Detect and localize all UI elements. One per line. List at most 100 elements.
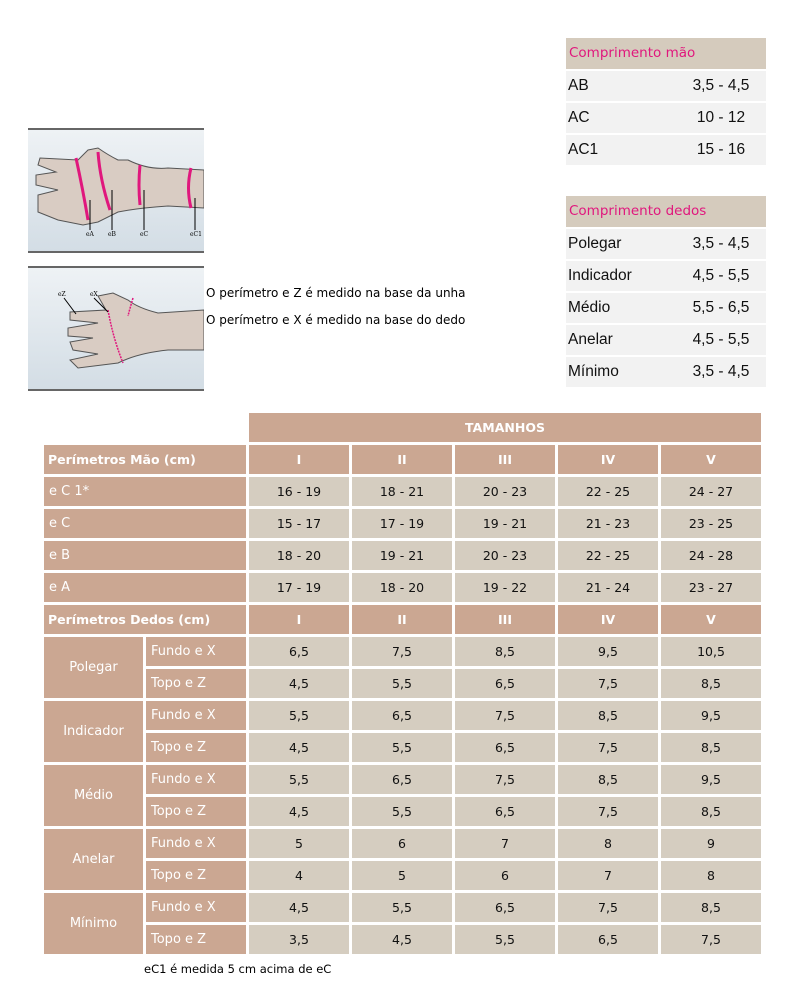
row-value: 3,5 - 4,5 <box>692 363 750 380</box>
cell: 8,5 <box>661 797 761 826</box>
cell: 6,5 <box>249 637 349 666</box>
cell: 22 - 25 <box>558 477 658 506</box>
finger-header: Perímetros Dedos (cm) <box>44 605 246 634</box>
cell: 20 - 23 <box>455 541 555 570</box>
row-label: Mínimo <box>568 363 619 380</box>
row-value: 4,5 - 5,5 <box>692 267 750 284</box>
cell: 8,5 <box>558 701 658 730</box>
finger-name: Médio <box>44 765 143 826</box>
finger-name: Polegar <box>44 637 143 698</box>
label-eX: eX <box>90 291 99 298</box>
cell: 7 <box>455 829 555 858</box>
table-row: e C 1* 16 - 19 18 - 21 20 - 23 22 - 25 24 - 2… <box>44 477 761 506</box>
label-eZ: eZ <box>58 291 66 298</box>
sizes-title: TAMANHOS <box>249 413 761 442</box>
cell: 19 - 21 <box>352 541 452 570</box>
topo-label: Topo e Z <box>146 669 246 698</box>
cell: 6,5 <box>455 797 555 826</box>
fundo-label: Fundo e X <box>146 829 246 858</box>
hand-length-row: AC 10 - 12 <box>566 103 766 133</box>
finger-name: Anelar <box>44 829 143 890</box>
cell: 20 - 23 <box>455 477 555 506</box>
hand-length-title: Comprimento mão <box>566 38 766 69</box>
cell: 7,5 <box>558 893 658 922</box>
cell: 23 - 27 <box>661 573 761 602</box>
cell: 5,5 <box>249 701 349 730</box>
row-value: 15 - 16 <box>696 141 746 158</box>
row-label: AB <box>568 77 589 94</box>
topo-label: Topo e Z <box>146 925 246 954</box>
cell: 10,5 <box>661 637 761 666</box>
cell: 9,5 <box>661 701 761 730</box>
finger-name: Mínimo <box>44 893 143 954</box>
cell: 15 - 17 <box>249 509 349 538</box>
size-header: II <box>352 605 452 634</box>
size-header: III <box>455 445 555 474</box>
hand-header: Perímetros Mão (cm) <box>44 445 246 474</box>
topo-label: Topo e Z <box>146 797 246 826</box>
cell: 24 - 28 <box>661 541 761 570</box>
topo-label: Topo e Z <box>146 733 246 762</box>
cell: 19 - 22 <box>455 573 555 602</box>
cell: 7,5 <box>455 765 555 794</box>
cell: 21 - 24 <box>558 573 658 602</box>
cell: 5,5 <box>249 765 349 794</box>
cell: 4,5 <box>249 893 349 922</box>
row-label: e B <box>44 541 246 570</box>
cell: 7,5 <box>455 701 555 730</box>
cell: 7,5 <box>661 925 761 954</box>
row-label: Médio <box>568 299 611 316</box>
row-label: Indicador <box>568 267 632 284</box>
cell: 23 - 25 <box>661 509 761 538</box>
cell: 4 <box>249 861 349 890</box>
size-header: V <box>661 445 761 474</box>
size-header: II <box>352 445 452 474</box>
cell: 6 <box>455 861 555 890</box>
hand-diagram-top: eA eB eC eC1 <box>28 128 205 253</box>
row-label: AC <box>568 109 590 126</box>
row-label: Anelar <box>568 331 613 348</box>
cell: 18 - 20 <box>249 541 349 570</box>
cell: 6,5 <box>352 701 452 730</box>
table-row: Indicador Fundo e X 5,5 6,5 7,5 8,5 9,5 <box>44 701 761 762</box>
cell: 4,5 <box>249 733 349 762</box>
cell: 8,5 <box>455 637 555 666</box>
cell: 6,5 <box>352 765 452 794</box>
row-label: e C 1* <box>44 477 246 506</box>
fundo-label: Fundo e X <box>146 765 246 794</box>
cell: 5,5 <box>455 925 555 954</box>
table-row: e C 15 - 17 17 - 19 19 - 21 21 - 23 23 - 25 <box>44 509 761 538</box>
size-header: IV <box>558 605 658 634</box>
cell: 16 - 19 <box>249 477 349 506</box>
row-label: e A <box>44 573 246 602</box>
row-label: Polegar <box>568 235 622 252</box>
cell: 9,5 <box>558 637 658 666</box>
finger-name: Indicador <box>44 701 143 762</box>
cell: 17 - 19 <box>249 573 349 602</box>
cell: 4,5 <box>249 797 349 826</box>
fundo-label: Fundo e X <box>146 701 246 730</box>
cell: 3,5 <box>249 925 349 954</box>
table-row: Topo e Z 4,5 5,5 6,5 7,5 8,5 <box>44 669 761 698</box>
note-ex: O perímetro e X é medido na base do dedo <box>206 313 466 327</box>
finger-length-row: Anelar 4,5 - 5,5 <box>566 325 766 355</box>
fundo-label: Fundo e X <box>146 637 246 666</box>
size-header: IV <box>558 445 658 474</box>
label-eC1: eC1 <box>190 231 202 238</box>
cell: 8 <box>661 861 761 890</box>
row-value: 4,5 - 5,5 <box>692 331 750 348</box>
fundo-label: Fundo e X <box>146 893 246 922</box>
table-row: Mínimo Fundo e X 4,5 5,5 6,5 7,5 8,5 <box>44 893 761 954</box>
size-header: III <box>455 605 555 634</box>
cell: 7,5 <box>558 733 658 762</box>
cell: 5,5 <box>352 797 452 826</box>
label-eA: eA <box>86 231 95 238</box>
row-value: 3,5 - 4,5 <box>692 77 750 94</box>
table-row: Topo e Z 4,5 5,5 6,5 7,5 8,5 <box>44 797 761 826</box>
finger-length-row: Mínimo 3,5 - 4,5 <box>566 357 766 387</box>
cell: 5,5 <box>352 733 452 762</box>
cell: 8,5 <box>661 893 761 922</box>
table-row: Topo e Z 3,5 4,5 5,5 6,5 7,5 <box>44 925 761 954</box>
